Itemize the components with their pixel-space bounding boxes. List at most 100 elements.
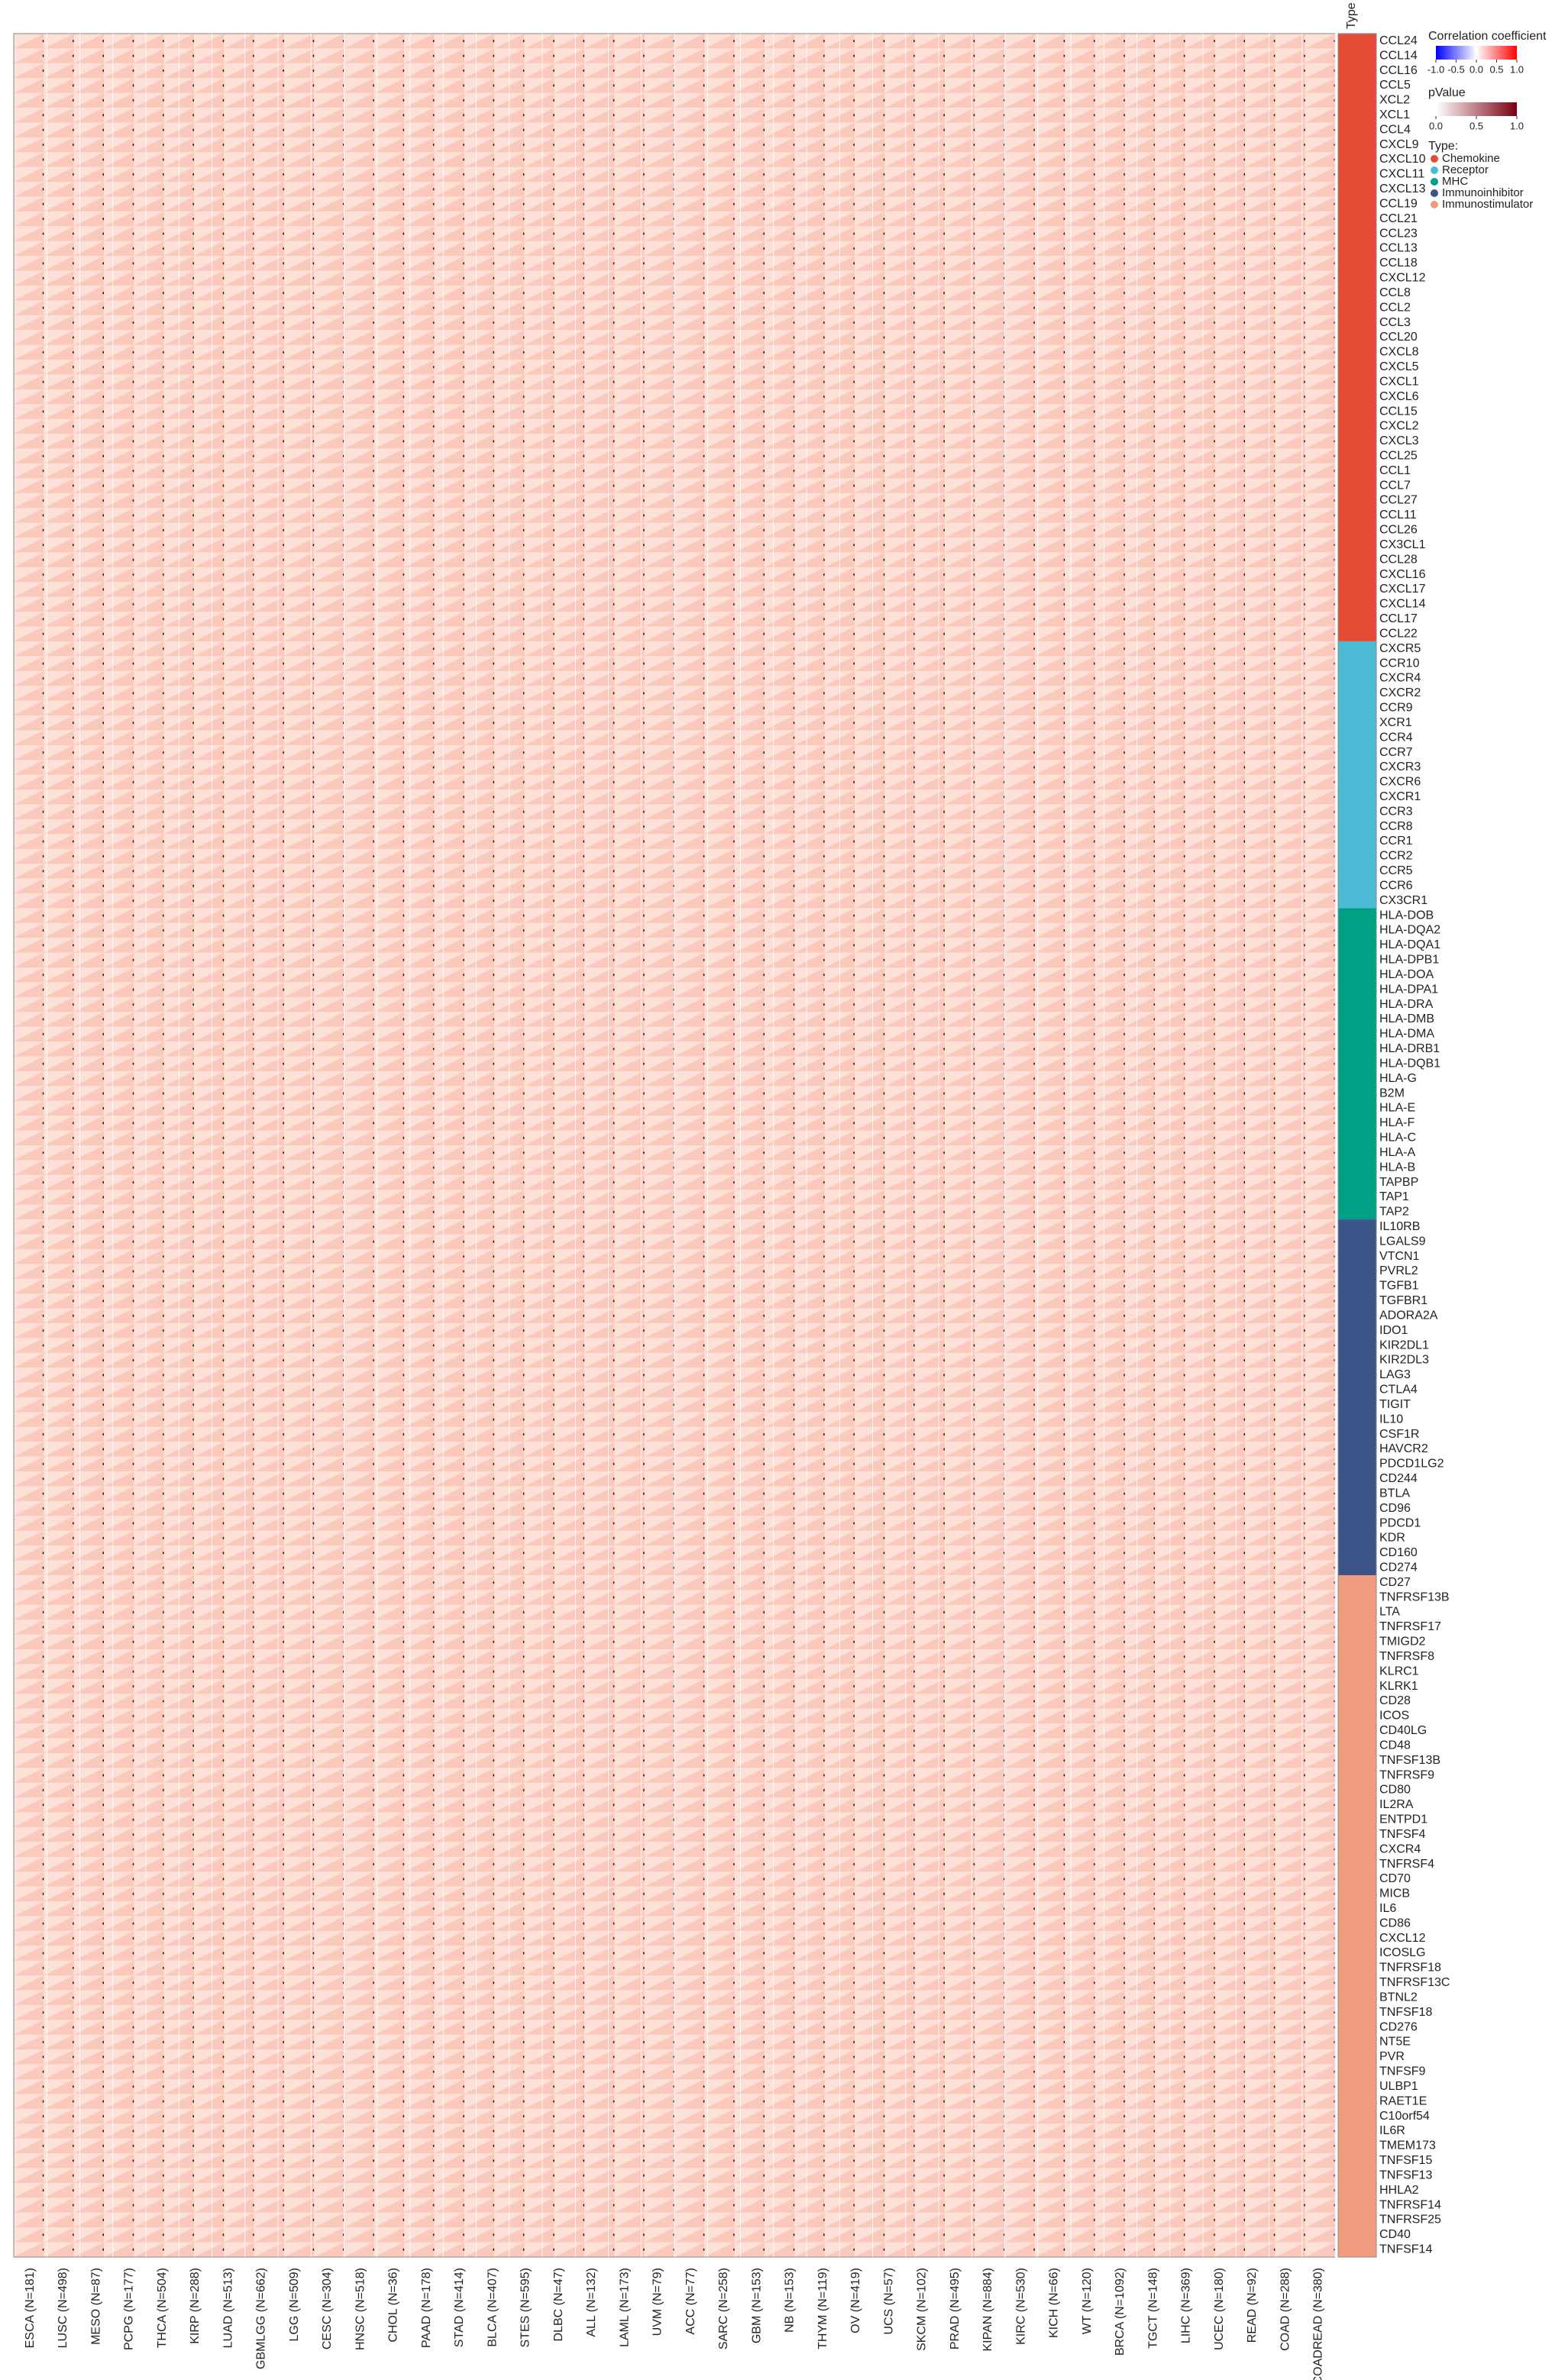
gene-label: CD80 [1379, 1784, 1411, 1797]
gene-label: BTNL2 [1379, 1991, 1418, 2004]
gene-label: CD27 [1379, 1576, 1411, 1589]
column-label: MESO (N=87) [89, 2268, 102, 2345]
legend-swatch [1431, 201, 1438, 208]
column-label: HNSC (N=518) [354, 2268, 367, 2350]
gene-label: CXCL17 [1379, 583, 1426, 596]
gene-label: ULBP1 [1379, 2080, 1418, 2093]
column-label: THCA (N=504) [156, 2268, 169, 2348]
gene-label: B2M [1379, 1087, 1405, 1100]
gene-label: CCR3 [1379, 805, 1413, 818]
gene-label: CXCL10 [1379, 153, 1426, 166]
gene-label: CCR5 [1379, 864, 1413, 877]
gene-label: TNFRSF4 [1379, 1858, 1434, 1871]
gene-label: CCL8 [1379, 286, 1411, 299]
gene-label: LTA [1379, 1606, 1400, 1619]
gene-label: CXCL12 [1379, 1932, 1426, 1945]
gene-label: CCL19 [1379, 197, 1418, 210]
gene-label: CCL1 [1379, 464, 1411, 477]
column-label: WT (N=120) [1081, 2268, 1094, 2334]
colorbar-tick-label: 0.5 [1489, 63, 1503, 75]
gene-label: KIR2DL1 [1379, 1339, 1429, 1351]
column-label: KIPAN (N=884) [981, 2268, 994, 2352]
column-label: TGCT (N=148) [1146, 2268, 1159, 2349]
gene-label: CCR1 [1379, 835, 1413, 848]
gene-label: CD70 [1379, 1872, 1411, 1885]
gene-label: CXCL9 [1379, 138, 1419, 151]
gene-label: HLA-DQA1 [1379, 938, 1440, 951]
colorbar-tick-label: 1.0 [1510, 120, 1524, 131]
gene-label: TGFB1 [1379, 1280, 1419, 1293]
gene-label: TNFSF15 [1379, 2154, 1432, 2167]
gene-label: IL2RA [1379, 1798, 1414, 1811]
column-label: CESC (N=304) [321, 2268, 334, 2349]
gene-label: CXCL1 [1379, 375, 1419, 388]
gene-label: CXCR6 [1379, 776, 1421, 789]
gene-label: TNFSF18 [1379, 2006, 1432, 2019]
gene-label: CSF1R [1379, 1428, 1419, 1441]
gene-label: CXCR4 [1379, 672, 1421, 685]
legend-swatch [1431, 178, 1438, 186]
gene-label: XCL1 [1379, 108, 1410, 121]
gene-label: CCL27 [1379, 494, 1418, 507]
column-label: LUSC (N=498) [57, 2268, 70, 2348]
gene-label: TNFRSF17 [1379, 1620, 1441, 1633]
gene-label: TNFSF4 [1379, 1828, 1426, 1841]
gene-label: HLA-DOA [1379, 968, 1434, 981]
gene-label: CCL17 [1379, 612, 1418, 625]
gene-label: NT5E [1379, 2036, 1411, 2049]
legend-swatch [1431, 155, 1438, 163]
type-bar-segment [1338, 641, 1376, 909]
colorbar-tick-label: 0.5 [1470, 120, 1483, 131]
column-label: NB (N=153) [784, 2268, 797, 2333]
gene-label: CXCL3 [1379, 434, 1419, 447]
gene-label: ADORA2A [1379, 1309, 1438, 1322]
column-label: BLCA (N=407) [486, 2268, 499, 2347]
gene-label: TNFRSF18 [1379, 1962, 1441, 1975]
column-label: STAD (N=414) [453, 2268, 466, 2347]
legend-title: Correlation coefficient [1428, 30, 1547, 43]
column-label: KICH (N=66) [1048, 2268, 1061, 2338]
gene-label: CCL23 [1379, 227, 1418, 240]
gene-label: CCL2 [1379, 301, 1411, 314]
gene-label: IL10 [1379, 1413, 1403, 1426]
gene-label: CCR9 [1379, 702, 1413, 715]
legend-label: MHC [1442, 175, 1468, 188]
legend-label: Chemokine [1442, 152, 1500, 165]
gene-label: CCL7 [1379, 479, 1411, 492]
gene-label: XCL2 [1379, 94, 1410, 107]
type-bar-segment [1338, 908, 1376, 1220]
legend-label: Immunoinhibitor [1442, 186, 1524, 199]
gene-label: HLA-E [1379, 1102, 1415, 1115]
column-label: OV (N=419) [849, 2268, 862, 2333]
type-title: Type [1345, 2, 1358, 29]
gene-label: CD96 [1379, 1502, 1411, 1515]
gene-label: TAP1 [1379, 1190, 1409, 1203]
colorbar-tick-label: -0.5 [1447, 63, 1464, 75]
gene-label: CD40LG [1379, 1724, 1427, 1737]
gene-label: CCL15 [1379, 405, 1418, 418]
type-bar-segment [1338, 1219, 1376, 1575]
gene-label: CXCL2 [1379, 420, 1419, 433]
column-label: LUAD (N=513) [221, 2268, 234, 2348]
gene-label: CCL21 [1379, 212, 1418, 225]
gene-label: CXCR2 [1379, 686, 1421, 699]
gene-label: MICB [1379, 1888, 1410, 1900]
column-label: PCPG (N=177) [123, 2268, 136, 2350]
gene-label: CXCL6 [1379, 390, 1419, 403]
gene-label: CCR4 [1379, 731, 1413, 744]
gene-label: IDO1 [1379, 1324, 1408, 1337]
column-label: UVM (N=79) [652, 2268, 664, 2336]
gene-label: TNFRSF8 [1379, 1650, 1434, 1663]
gene-label: CD28 [1379, 1694, 1411, 1707]
gene-label: TNFRSF25 [1379, 2214, 1441, 2227]
gene-label: CXCR3 [1379, 761, 1421, 773]
gene-label: CCL28 [1379, 553, 1418, 566]
gene-label: TGFBR1 [1379, 1294, 1428, 1307]
gene-label: CXCL16 [1379, 568, 1426, 581]
type-bar-segment [1338, 1574, 1376, 2257]
gene-label: HLA-DMA [1379, 1028, 1434, 1041]
column-label: BRCA (N=1092) [1114, 2268, 1127, 2356]
gene-label: KIR2DL3 [1379, 1354, 1429, 1367]
gene-label: TNFRSF13C [1379, 1976, 1450, 1989]
